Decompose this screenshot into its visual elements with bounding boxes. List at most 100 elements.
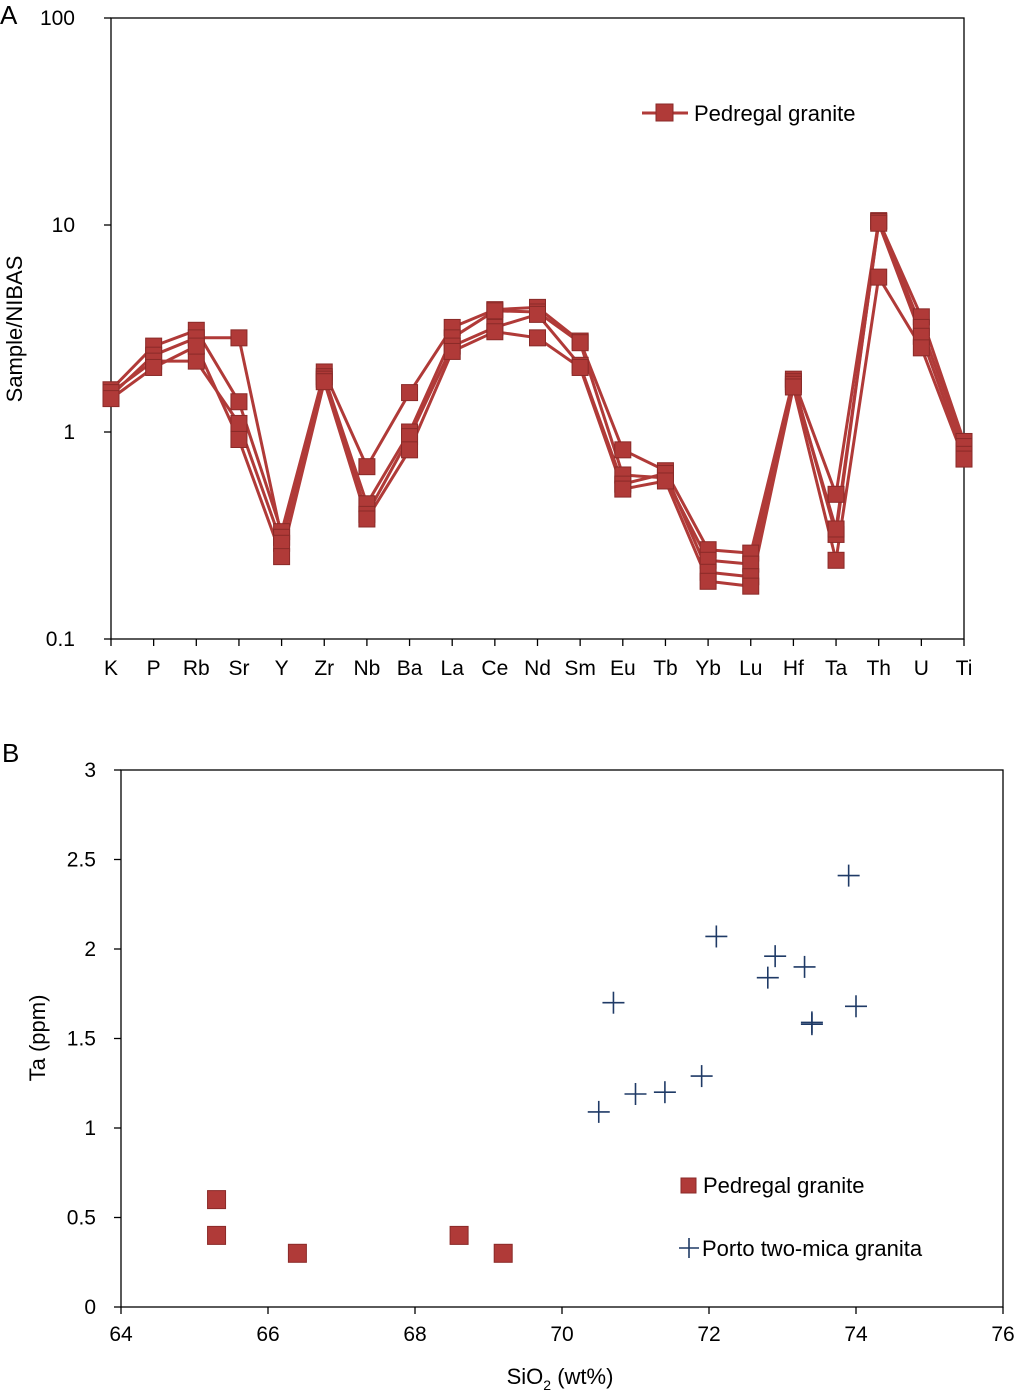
x-tick-label: Ta	[825, 657, 848, 680]
x-tick-label: Zr	[314, 657, 334, 680]
data-point-plus	[756, 966, 779, 989]
data-point-square	[102, 390, 120, 408]
data-point-square	[955, 450, 973, 468]
data-point-square	[827, 551, 845, 569]
data-point-square	[187, 337, 205, 355]
data-point-plus	[845, 995, 867, 1018]
data-point-square	[614, 441, 632, 459]
data-point-plus	[653, 1081, 676, 1104]
panel-b-x-ticks: 64 66 68 70 72 74 76	[109, 1307, 1015, 1346]
y-tick-label: 100	[40, 7, 75, 30]
data-point-plus	[587, 1100, 610, 1123]
panel-b-y-axis-title: Ta (ppm)	[25, 995, 50, 1082]
data-point-square	[827, 520, 845, 538]
series-line	[109, 220, 966, 566]
panel-a-legend-label: Pedregal granite	[694, 101, 855, 126]
x-tick-label: Sr	[228, 657, 249, 680]
data-point-square	[912, 339, 930, 357]
panel-b-plot-frame	[120, 769, 1004, 1308]
data-point-square	[443, 342, 461, 360]
y-tick-label: 2	[84, 938, 96, 961]
panel-a-label: A	[0, 0, 18, 30]
data-point-square	[486, 323, 504, 341]
data-point-square	[529, 329, 546, 347]
x-tick-label: 74	[844, 1323, 868, 1346]
x-tick-label: La	[441, 657, 465, 680]
panel-a-legend: Pedregal granite	[642, 101, 855, 126]
x-tick-label: Lu	[739, 657, 762, 680]
data-point-plus	[690, 1065, 713, 1088]
data-point-square	[187, 352, 205, 370]
data-point-square	[207, 1225, 227, 1245]
x-tick-label: Y	[275, 657, 289, 680]
x-tick-label: Nd	[524, 657, 551, 680]
data-point-plus	[624, 1082, 647, 1105]
data-point-square	[784, 378, 802, 396]
x-tick-label: Th	[866, 657, 891, 680]
panel-a-series	[102, 212, 973, 595]
data-point-square	[449, 1225, 469, 1245]
x-tick-label: Sm	[564, 657, 596, 680]
x-tick-label: Hf	[783, 657, 804, 680]
y-tick-label: 1	[84, 1117, 96, 1140]
x-tick-label: 68	[403, 1323, 426, 1346]
panel-a-x-ticks: K P Rb Sr Y Zr Nb Ba La Ce Nd Sm Eu Tb Yb Lu Hf Ta Th U Ti	[104, 639, 972, 680]
x-tick-label: 70	[550, 1323, 573, 1346]
panel-b-y-ticks: 0 0.5 1 1.5 2 2.5 3	[67, 759, 121, 1319]
x-tick-label: Yb	[695, 657, 721, 680]
data-point-square	[207, 1190, 227, 1210]
data-point-square	[145, 358, 163, 376]
y-tick-label: 0	[84, 1296, 96, 1319]
x-tick-label: K	[104, 657, 118, 680]
legend-square-marker	[680, 1177, 697, 1194]
y-tick-label: 0.1	[46, 628, 75, 651]
x-tick-label: U	[914, 657, 929, 680]
x-tick-label: 76	[991, 1323, 1014, 1346]
panel-a-spider-diagram: A Sample/NIBAS 0.1 1 10 100 K P Rb Sr Y Zr Nb Ba La…	[0, 0, 973, 680]
x-tick-label: Ce	[481, 657, 508, 680]
y-tick-label: 2.5	[67, 849, 96, 872]
data-point-plus	[837, 864, 860, 887]
x-tick-label: P	[147, 657, 161, 680]
data-point-square	[401, 441, 419, 459]
data-point-square	[742, 577, 760, 595]
data-point-square	[656, 472, 674, 490]
panel-b-legend-label-2: Porto two-mica granita	[702, 1236, 923, 1261]
data-point-square	[571, 358, 589, 376]
x-tick-label: 66	[256, 1323, 279, 1346]
data-point-plus	[800, 1011, 823, 1034]
x-tick-label: Nb	[353, 657, 380, 680]
data-point-square	[230, 329, 248, 347]
data-point-square	[287, 1243, 307, 1263]
data-point-square	[529, 305, 546, 323]
data-point-square	[401, 384, 419, 402]
panel-b-legend: Pedregal granite Porto two-mica granita	[679, 1173, 923, 1261]
data-point-square	[230, 430, 248, 448]
y-tick-label: 10	[52, 214, 75, 237]
x-tick-label: Tb	[653, 657, 678, 680]
data-point-square	[571, 334, 589, 352]
data-point-plus	[602, 991, 625, 1014]
panel-a-y-axis-title: Sample/NIBAS	[2, 256, 27, 403]
y-tick-label: 1	[63, 421, 75, 444]
series-line	[109, 219, 966, 555]
data-point-square	[273, 548, 291, 566]
data-point-square	[230, 414, 248, 432]
data-point-square	[315, 373, 333, 391]
x-tick-label: 64	[109, 1323, 133, 1346]
data-point-plus	[705, 925, 728, 948]
x-tick-label: Ba	[397, 657, 423, 680]
panel-b-x-axis-title: SiO2 (wt%)	[507, 1364, 614, 1392]
data-point-plus	[764, 945, 787, 968]
y-tick-label: 3	[84, 759, 96, 782]
data-point-square	[870, 214, 888, 232]
panel-a-y-ticks: 0.1 1 10 100	[40, 7, 111, 651]
data-point-square	[486, 302, 504, 320]
panel-b-label: B	[2, 738, 19, 768]
x-tick-label: Ti	[956, 657, 973, 680]
x-tick-label: Eu	[610, 657, 636, 680]
x-tick-label: Rb	[183, 657, 210, 680]
data-point-square	[493, 1243, 513, 1263]
data-point-square	[827, 485, 845, 503]
